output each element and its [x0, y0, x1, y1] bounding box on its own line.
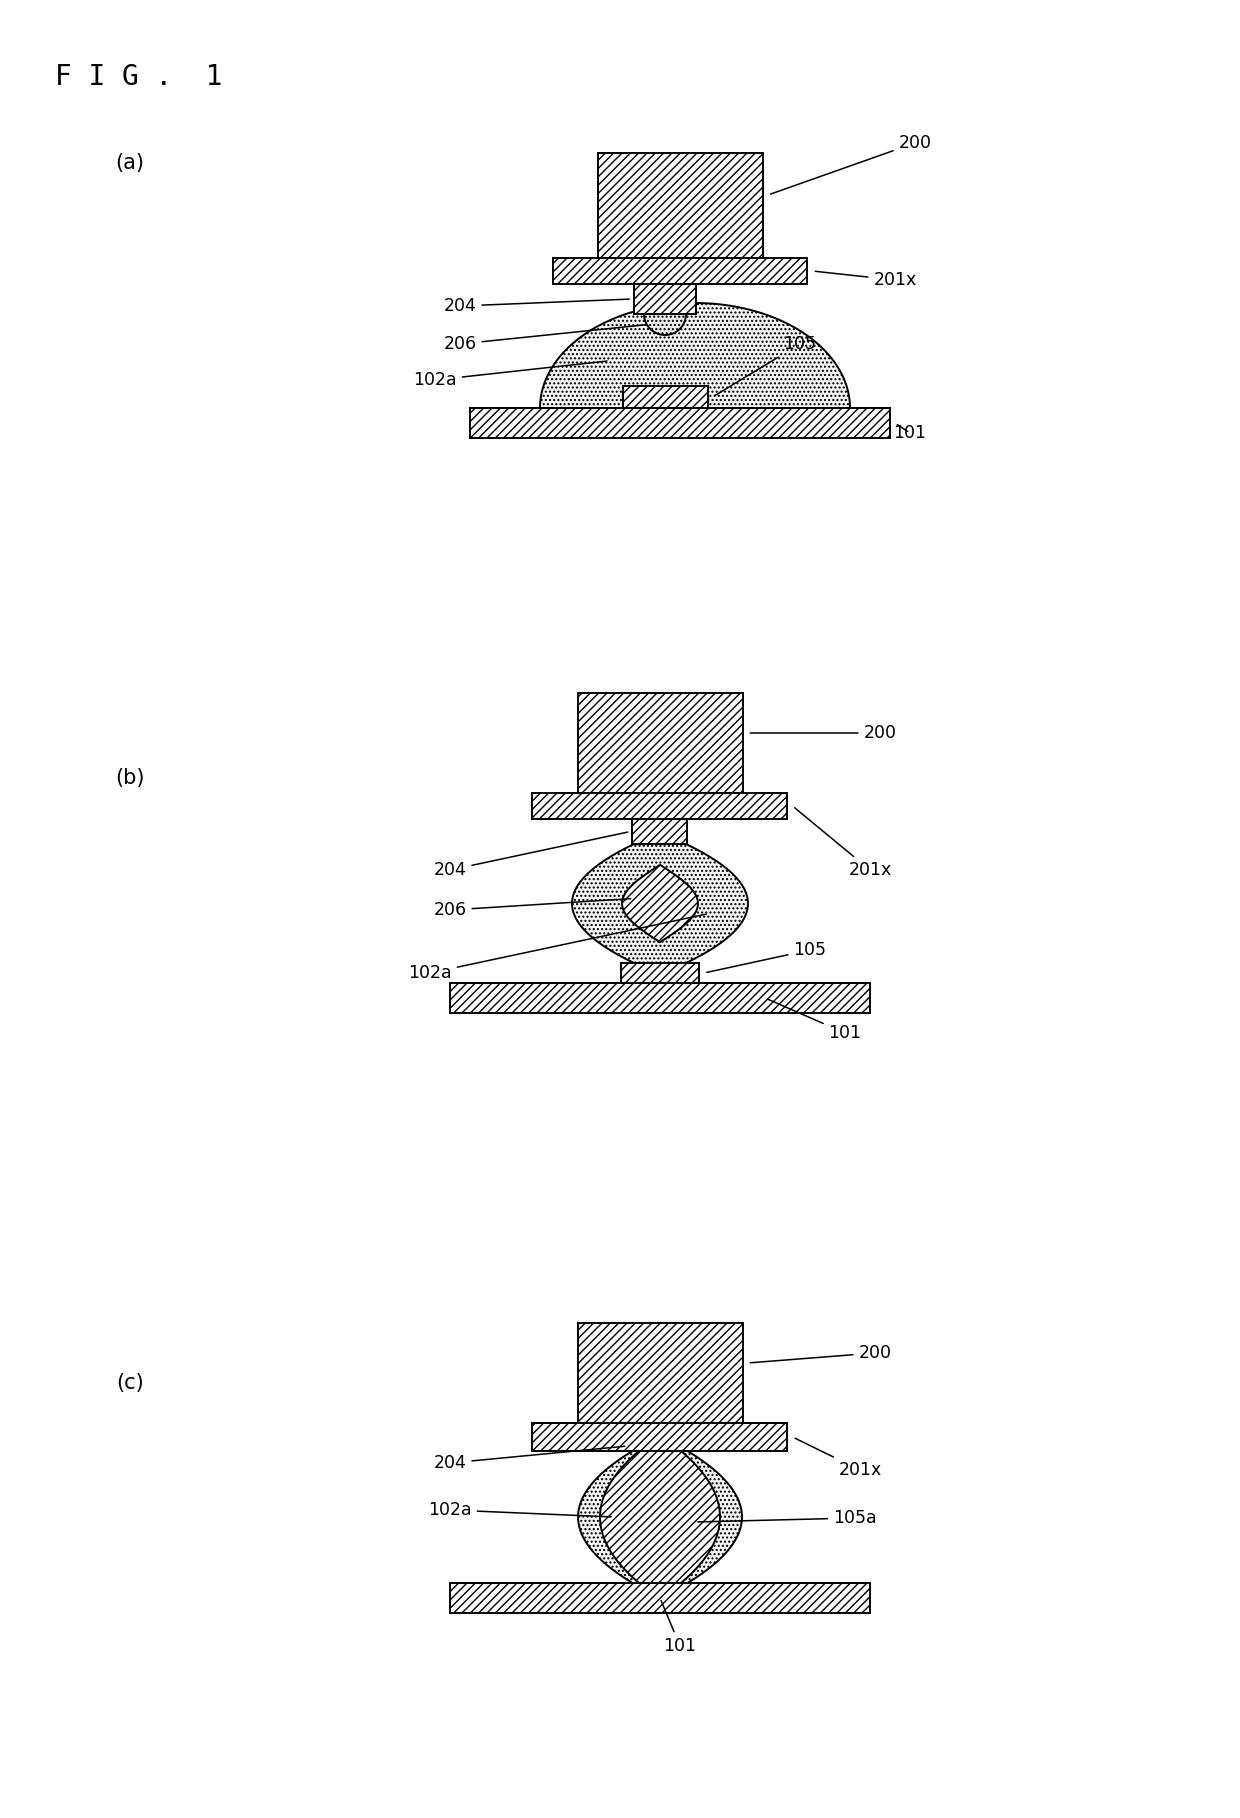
Text: F I G .  1: F I G . 1: [55, 64, 222, 91]
Bar: [470, 407, 890, 438]
Bar: [450, 1583, 870, 1613]
Polygon shape: [572, 844, 748, 964]
Text: 201x: 201x: [815, 271, 916, 289]
Bar: [553, 258, 807, 284]
Bar: [622, 385, 708, 407]
Bar: [532, 1423, 787, 1451]
Text: (b): (b): [115, 767, 145, 787]
Text: 201x: 201x: [795, 1438, 882, 1480]
Text: (c): (c): [117, 1373, 144, 1393]
Bar: [578, 693, 743, 793]
Bar: [622, 385, 708, 407]
Polygon shape: [644, 315, 686, 335]
Bar: [632, 818, 687, 844]
Bar: [621, 964, 699, 984]
Text: 206: 206: [444, 325, 646, 353]
Polygon shape: [578, 1451, 742, 1583]
Text: 102a: 102a: [413, 362, 608, 389]
Text: 200: 200: [750, 1344, 892, 1364]
Text: (a): (a): [115, 153, 145, 173]
Bar: [532, 793, 787, 818]
Bar: [634, 284, 696, 315]
Text: 206: 206: [434, 898, 631, 920]
Text: 200: 200: [770, 135, 931, 195]
Bar: [632, 818, 687, 844]
Bar: [598, 153, 763, 258]
Bar: [450, 984, 870, 1013]
Text: 204: 204: [434, 833, 627, 878]
Text: 201x: 201x: [795, 807, 892, 878]
Text: 105: 105: [707, 942, 827, 973]
Text: 102a: 102a: [408, 914, 707, 982]
Text: 102a: 102a: [428, 1502, 611, 1520]
Text: 105: 105: [715, 335, 816, 396]
Polygon shape: [539, 304, 849, 407]
Bar: [621, 964, 699, 984]
Text: 204: 204: [444, 296, 629, 315]
Text: 101: 101: [768, 1000, 862, 1042]
Polygon shape: [600, 1451, 720, 1583]
Text: 101: 101: [661, 1600, 697, 1654]
Bar: [578, 1324, 743, 1423]
Text: 101: 101: [894, 424, 926, 442]
Text: 200: 200: [750, 724, 897, 742]
Text: 105a: 105a: [698, 1509, 877, 1527]
Text: 204: 204: [434, 1447, 625, 1473]
Polygon shape: [622, 865, 698, 942]
